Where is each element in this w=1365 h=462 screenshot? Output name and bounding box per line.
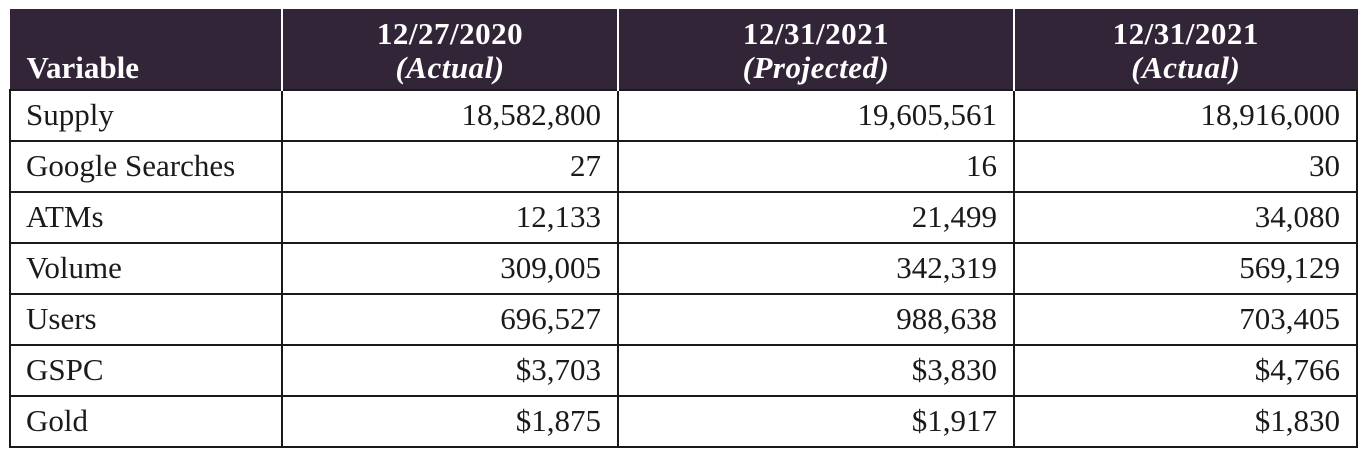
value-cell: 19,605,561 bbox=[617, 88, 1015, 142]
row-variable-cell: Gold bbox=[9, 394, 283, 448]
value-cell: 18,582,800 bbox=[281, 88, 619, 142]
header-col-1-date: 12/27/2020 bbox=[376, 15, 524, 51]
value-cell: $4,766 bbox=[1013, 343, 1358, 397]
table-header: Variable 12/27/2020 (Actual) 12/31/2021 … bbox=[9, 9, 1358, 90]
row-variable-cell: Volume bbox=[9, 241, 283, 295]
table-row: Google Searches 27 16 30 bbox=[9, 139, 1358, 193]
table-row: GSPC $3,703 $3,830 $4,766 bbox=[9, 343, 1358, 397]
header-col-1: 12/27/2020 (Actual) bbox=[281, 9, 619, 90]
value-cell: $3,830 bbox=[617, 343, 1015, 397]
row-variable-cell: ATMs bbox=[9, 190, 283, 244]
row-variable-cell: Supply bbox=[9, 88, 283, 142]
header-col-2-date: 12/31/2021 bbox=[742, 15, 890, 51]
header-col-2: 12/31/2021 (Projected) bbox=[617, 9, 1015, 90]
table-row: ATMs 12,133 21,499 34,080 bbox=[9, 190, 1358, 244]
value-cell: 21,499 bbox=[617, 190, 1015, 244]
value-cell: $1,830 bbox=[1013, 394, 1358, 448]
row-variable-cell: Users bbox=[9, 292, 283, 346]
header-col-1-qualifier: (Actual) bbox=[395, 49, 505, 85]
value-cell: $1,917 bbox=[617, 394, 1015, 448]
row-variable-cell: GSPC bbox=[9, 343, 283, 397]
value-cell: 309,005 bbox=[281, 241, 619, 295]
data-table: Variable 12/27/2020 (Actual) 12/31/2021 … bbox=[9, 9, 1358, 448]
value-cell: 27 bbox=[281, 139, 619, 193]
value-cell: 703,405 bbox=[1013, 292, 1358, 346]
header-col-3-date: 12/31/2021 bbox=[1112, 15, 1259, 51]
value-cell: 569,129 bbox=[1013, 241, 1358, 295]
value-cell: 34,080 bbox=[1013, 190, 1358, 244]
value-cell: 18,916,000 bbox=[1013, 88, 1358, 142]
table-row: Volume 309,005 342,319 569,129 bbox=[9, 241, 1358, 295]
value-cell: 696,527 bbox=[281, 292, 619, 346]
value-cell: 12,133 bbox=[281, 190, 619, 244]
value-cell: 30 bbox=[1013, 139, 1358, 193]
table-row: Gold $1,875 $1,917 $1,830 bbox=[9, 394, 1358, 448]
value-cell: 988,638 bbox=[617, 292, 1015, 346]
table-row: Users 696,527 988,638 703,405 bbox=[9, 292, 1358, 346]
header-variable: Variable bbox=[9, 9, 283, 90]
row-variable-cell: Google Searches bbox=[9, 139, 283, 193]
value-cell: 16 bbox=[617, 139, 1015, 193]
header-col-2-qualifier: (Projected) bbox=[742, 49, 890, 85]
value-cell: $3,703 bbox=[281, 343, 619, 397]
value-cell: $1,875 bbox=[281, 394, 619, 448]
table-body: Supply 18,582,800 19,605,561 18,916,000 … bbox=[9, 88, 1358, 448]
header-row: Variable 12/27/2020 (Actual) 12/31/2021 … bbox=[9, 9, 1358, 90]
table-row: Supply 18,582,800 19,605,561 18,916,000 bbox=[9, 88, 1358, 142]
header-col-3-qualifier: (Actual) bbox=[1131, 49, 1241, 85]
header-col-3: 12/31/2021 (Actual) bbox=[1013, 9, 1358, 90]
value-cell: 342,319 bbox=[617, 241, 1015, 295]
